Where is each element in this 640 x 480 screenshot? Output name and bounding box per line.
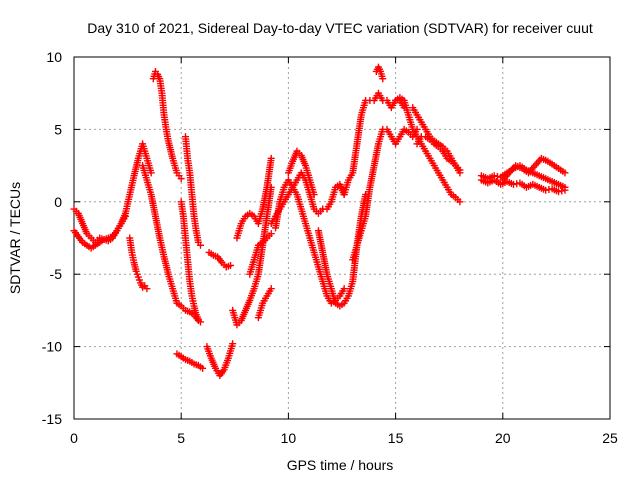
data-point xyxy=(310,191,318,199)
data-point xyxy=(229,340,237,348)
data-point xyxy=(143,285,151,293)
data-point xyxy=(561,169,569,177)
data-point xyxy=(561,183,569,191)
data-point xyxy=(147,169,155,177)
data-point xyxy=(542,186,550,194)
series-track-7 xyxy=(181,133,204,249)
data-point-interp xyxy=(558,187,566,195)
series-track-19 xyxy=(319,180,348,213)
data-point xyxy=(227,262,235,270)
series-track-11 xyxy=(229,183,275,329)
x-tick-label: 10 xyxy=(281,430,297,446)
data-point xyxy=(490,172,498,180)
x-tick-label: 5 xyxy=(177,430,185,446)
data-point xyxy=(196,318,204,326)
axis-ticks: 0 5 10 15 20 25 -15 -10 -5 0 5 10 xyxy=(42,49,618,446)
y-tick-label: -15 xyxy=(42,411,62,427)
series-track-13 xyxy=(246,230,275,278)
x-tick-label: 0 xyxy=(70,430,78,446)
y-tick-label: -10 xyxy=(42,339,62,355)
data-point xyxy=(199,364,207,372)
x-tick-label: 25 xyxy=(602,430,618,446)
series-track-2 xyxy=(70,140,155,246)
data-point-interp xyxy=(513,180,521,188)
data-point xyxy=(267,154,275,162)
series-track-25 xyxy=(413,133,464,174)
series-track-8 xyxy=(173,350,207,372)
data-point xyxy=(510,180,518,188)
series-track-10 xyxy=(203,340,237,380)
data-point xyxy=(267,285,275,293)
x-tick-label: 15 xyxy=(388,430,404,446)
series-track-17 xyxy=(284,147,318,199)
y-tick-label: 5 xyxy=(54,121,62,137)
grid-lines xyxy=(74,57,610,419)
y-axis-label: SDTVAR / TECUs xyxy=(7,182,23,294)
x-tick-label: 20 xyxy=(495,430,511,446)
series-track-28 xyxy=(499,154,569,184)
series-track-9 xyxy=(205,248,235,271)
data-point xyxy=(456,166,464,174)
y-tick-label: 10 xyxy=(46,49,62,65)
x-axis-label: GPS time / hours xyxy=(287,457,394,473)
data-point xyxy=(196,241,204,249)
series-track-6 xyxy=(177,198,204,326)
data-point xyxy=(340,285,348,293)
series-track-21 xyxy=(372,63,387,83)
data-point xyxy=(267,230,275,238)
data-point xyxy=(456,198,464,206)
data-point xyxy=(379,75,387,83)
series-track-3 xyxy=(126,234,151,293)
y-tick-label: 0 xyxy=(54,194,62,210)
y-tick-label: -5 xyxy=(50,266,63,282)
data-point xyxy=(555,188,563,196)
data-points xyxy=(70,63,569,380)
data-point xyxy=(177,175,185,183)
plot-frame xyxy=(73,56,611,420)
series-track-12 xyxy=(233,154,275,242)
series-track-4 xyxy=(139,162,202,325)
series-track-14 xyxy=(254,285,275,322)
series-track-16 xyxy=(272,176,348,307)
data-point-interp xyxy=(493,172,501,180)
chart-title: Day 310 of 2021, Sidereal Day-to-day VTE… xyxy=(87,20,593,36)
series-track-5 xyxy=(149,67,185,183)
series-track-23 xyxy=(392,94,464,206)
